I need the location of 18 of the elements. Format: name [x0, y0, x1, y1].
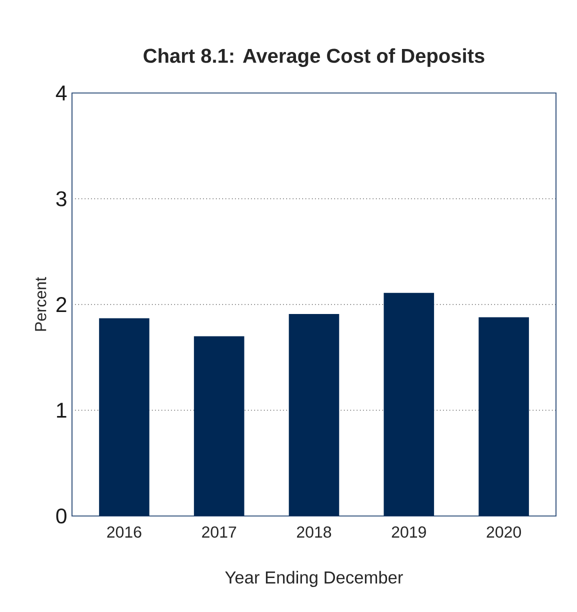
x-tick-label: 2018 [296, 526, 332, 538]
x-tick-label: 2016 [107, 526, 142, 538]
x-tick-label: 2017 [202, 526, 236, 538]
chart-title: Chart 8.1: Average Cost of Deposits [144, 48, 484, 67]
y-axis-title: Percent [35, 277, 46, 331]
y-tick-label: 1 [57, 402, 66, 418]
x-axis-title: Year Ending December [225, 570, 403, 588]
y-tick-label: 2 [56, 297, 66, 312]
y-tick-label: 4 [56, 86, 67, 100]
bar [288, 314, 340, 516]
bar [478, 317, 529, 516]
x-tick-label: 2019 [392, 526, 426, 538]
bar [99, 318, 150, 516]
y-tick-label: 3 [56, 191, 66, 206]
x-tick-label: 2020 [486, 526, 521, 538]
y-tick-label: 0 [56, 508, 66, 524]
bar [194, 336, 244, 516]
bar [384, 292, 434, 516]
